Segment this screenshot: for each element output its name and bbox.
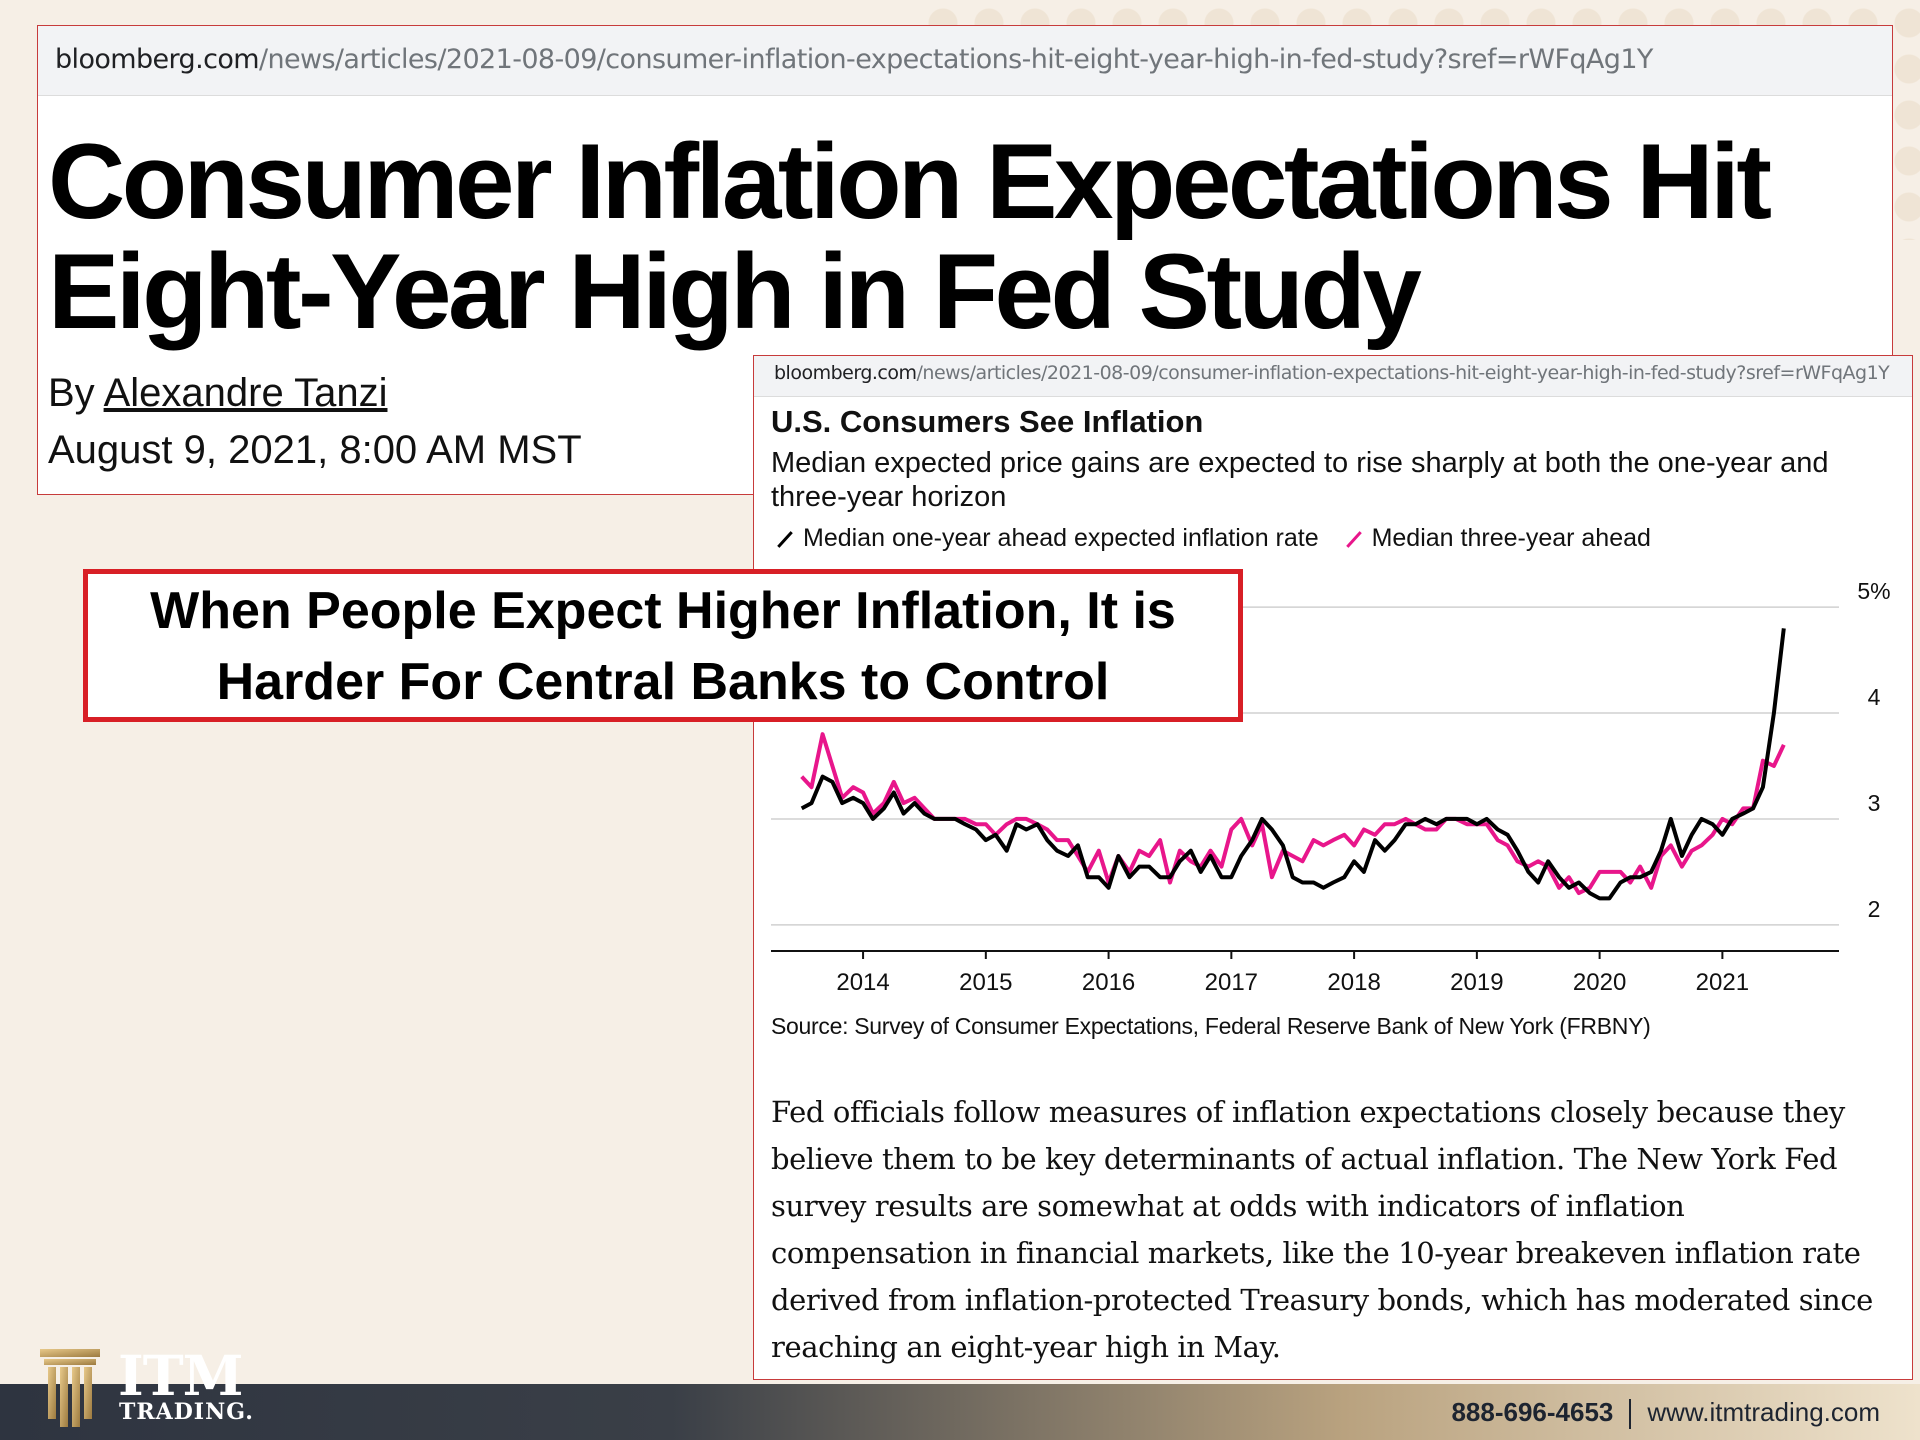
brand-subtitle: TRADING.	[119, 1399, 254, 1425]
y-tick-label: 4	[1868, 684, 1881, 710]
chart-source: Source: Survey of Consumer Expectations,…	[771, 1013, 1651, 1039]
publish-date: August 9, 2021, 8:00 AM MST	[48, 428, 582, 472]
x-tick-label: 2020	[1573, 969, 1626, 996]
x-tick-label: 2019	[1450, 969, 1503, 996]
x-tick-label: 2018	[1327, 969, 1380, 996]
callout-box	[83, 569, 1243, 722]
inflation-line-chart: 2 3 4 5% 2014 2015 2016 2017 2018 2019 2020 2021	[771, 578, 1891, 996]
url-domain-2: bloomberg.com	[774, 362, 917, 384]
article-header-card: bloomberg.com/news/articles/2021-08-09/c…	[37, 25, 1893, 495]
y-tick-label: 2	[1868, 896, 1881, 922]
article-paragraph: Fed officials follow measures of inflati…	[771, 1095, 1873, 1364]
series-line-one-year	[800, 628, 1786, 901]
chart-legend: Median one-year ahead expected inflation…	[771, 524, 1651, 553]
legend-label-three-year: Median three-year ahead	[1371, 524, 1651, 552]
chart-article-card: bloomberg.com/news/articles/2021-08-09/c…	[753, 355, 1913, 1380]
x-tick-label: 2021	[1696, 969, 1749, 996]
footer-bar	[0, 1384, 1920, 1440]
byline-prefix: By	[48, 371, 104, 415]
chart-subtitle: Median expected price gains are expected…	[771, 447, 1829, 513]
article-headline: Consumer Inflation Expectations Hit Eigh…	[48, 121, 1772, 351]
website-link[interactable]: www.itmtrading.com	[1647, 1397, 1880, 1427]
byline: By Alexandre Tanzi	[48, 371, 387, 416]
url-path-2: /news/articles/2021-08-09/consumer-infla…	[916, 362, 1890, 384]
legend-swatch-one-year	[777, 530, 793, 548]
x-tick-label: 2016	[1082, 969, 1135, 996]
brand-name: ITM	[118, 1343, 244, 1408]
url-path: /news/articles/2021-08-09/consumer-infla…	[258, 44, 1653, 75]
url-domain: bloomberg.com	[55, 44, 260, 75]
x-tick-label: 2014	[836, 969, 889, 996]
y-tick-label: 5%	[1857, 578, 1890, 604]
callout-text: When People Expect Higher Inflation, It …	[150, 582, 1176, 711]
address-url-2[interactable]: bloomberg.com/news/articles/2021-08-09/c…	[774, 362, 1890, 384]
itm-column-logo-icon	[40, 1349, 100, 1427]
x-tick-label: 2017	[1205, 969, 1258, 996]
chart-title: U.S. Consumers See Inflation	[771, 404, 1204, 439]
legend-label-one-year: Median one-year ahead expected inflation…	[803, 524, 1319, 552]
address-url[interactable]: bloomberg.com/news/articles/2021-08-09/c…	[55, 44, 1653, 75]
phone-number[interactable]: 888-696-4653	[1451, 1397, 1614, 1427]
series-line-three-year	[800, 732, 1786, 896]
x-tick-label: 2015	[959, 969, 1012, 996]
address-bar-2[interactable]: bloomberg.com/news/articles/2021-08-09/c…	[754, 356, 1912, 397]
legend-swatch-three-year	[1345, 530, 1362, 548]
author-link[interactable]: Alexandre Tanzi	[103, 371, 388, 415]
footer-contact: 888-696-4653 www.itmtrading.com	[1451, 1397, 1880, 1430]
address-bar[interactable]: bloomberg.com/news/articles/2021-08-09/c…	[38, 26, 1892, 96]
footer-divider	[1629, 1399, 1632, 1430]
y-tick-label: 3	[1868, 790, 1881, 816]
